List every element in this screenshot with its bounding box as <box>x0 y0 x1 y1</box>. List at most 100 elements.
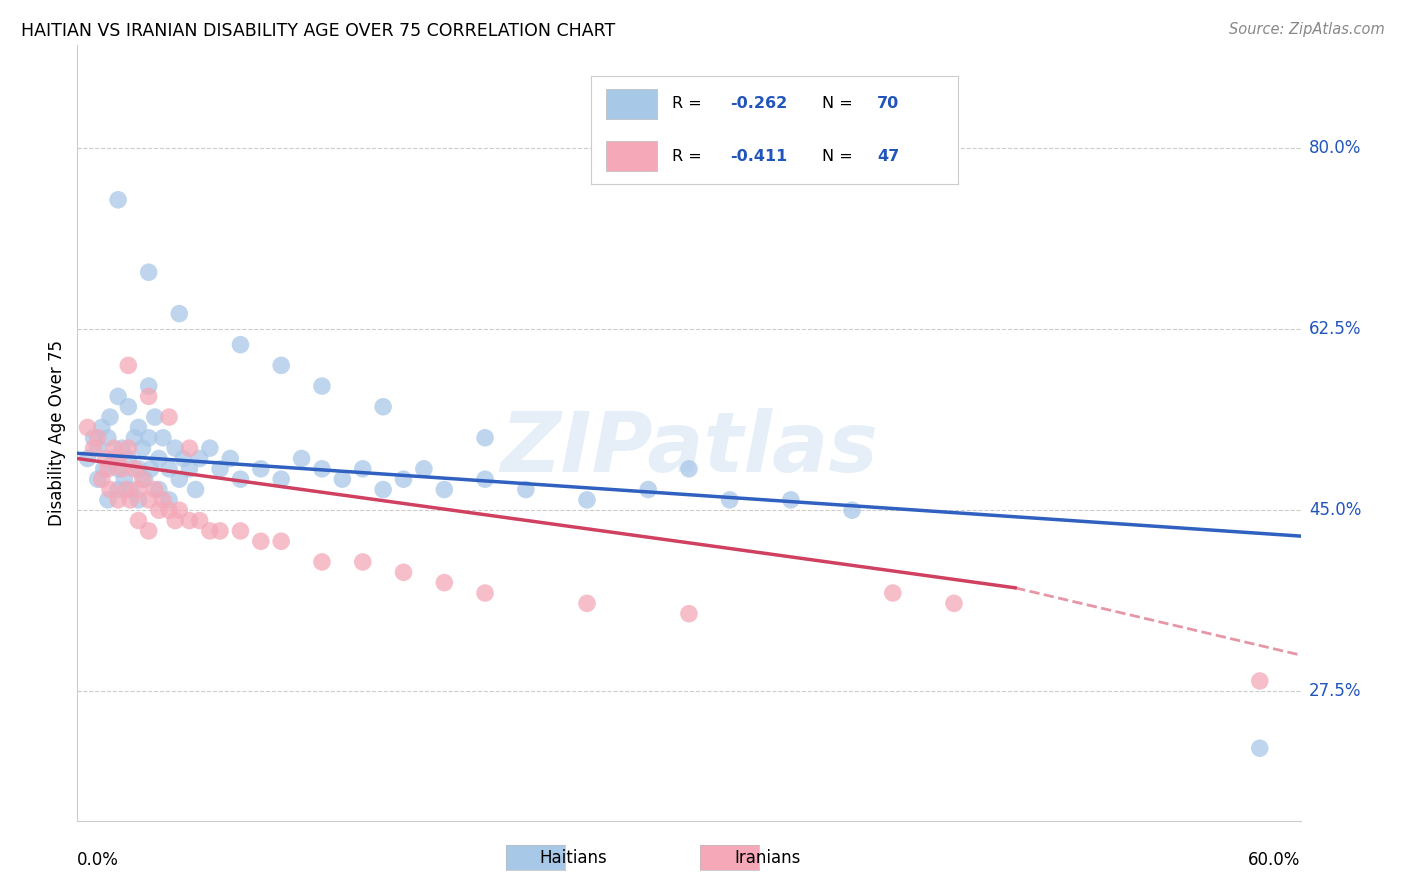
Point <box>93 462 115 476</box>
Point <box>208 462 231 476</box>
Point <box>138 379 160 393</box>
Point <box>117 359 139 373</box>
Point <box>120 483 142 497</box>
Point <box>117 451 139 466</box>
Point <box>90 420 112 434</box>
Point <box>143 410 166 425</box>
Text: Source: ZipAtlas.com: Source: ZipAtlas.com <box>1229 22 1385 37</box>
Text: 45.0%: 45.0% <box>1309 501 1361 519</box>
Point <box>392 566 415 580</box>
Point <box>148 483 170 497</box>
Point <box>111 462 134 476</box>
Point <box>94 451 117 466</box>
Point <box>148 503 170 517</box>
Point <box>120 492 142 507</box>
Point <box>371 400 394 414</box>
Point <box>515 483 537 497</box>
Point <box>152 431 174 445</box>
Point <box>103 451 125 466</box>
Point <box>117 441 139 455</box>
Point <box>678 462 700 476</box>
Point <box>97 462 120 476</box>
Point <box>188 451 211 466</box>
Point <box>169 307 191 321</box>
Point <box>124 462 146 476</box>
Point <box>138 431 160 445</box>
Point <box>107 451 129 466</box>
Point <box>165 441 187 455</box>
Point <box>138 265 160 279</box>
Point <box>148 451 170 466</box>
Point <box>637 483 659 497</box>
Point <box>942 596 965 610</box>
Point <box>332 472 354 486</box>
Point <box>98 483 121 497</box>
Point <box>179 462 201 476</box>
Point <box>198 441 221 455</box>
Point <box>250 462 273 476</box>
Point <box>179 514 201 528</box>
Point <box>127 420 149 434</box>
Point <box>433 575 456 590</box>
Point <box>107 193 129 207</box>
Point <box>311 462 333 476</box>
Point <box>219 451 242 466</box>
Point <box>413 462 436 476</box>
Point <box>718 492 741 507</box>
Point <box>107 389 129 403</box>
Point <box>117 400 139 414</box>
Point <box>576 492 599 507</box>
Point <box>107 462 129 476</box>
Point <box>87 441 110 455</box>
Point <box>179 441 201 455</box>
Point <box>115 483 138 497</box>
Point <box>229 472 252 486</box>
Point <box>311 555 333 569</box>
Point <box>143 483 166 497</box>
Point <box>97 431 120 445</box>
Text: 27.5%: 27.5% <box>1309 682 1361 700</box>
Point <box>157 462 180 476</box>
Point <box>107 483 129 497</box>
Text: Haitians: Haitians <box>540 849 607 867</box>
Point <box>290 451 312 466</box>
Point <box>152 492 174 507</box>
Point <box>112 472 135 486</box>
Text: Iranians: Iranians <box>734 849 801 867</box>
Text: 62.5%: 62.5% <box>1309 320 1361 338</box>
Point <box>392 472 415 486</box>
Point <box>352 462 374 476</box>
Point <box>165 514 187 528</box>
Point <box>134 472 156 486</box>
Point <box>208 524 231 538</box>
Point <box>83 431 105 445</box>
Point <box>127 492 149 507</box>
Point <box>127 514 149 528</box>
Text: 0.0%: 0.0% <box>77 851 120 869</box>
Point <box>90 472 112 486</box>
Text: 80.0%: 80.0% <box>1309 139 1361 157</box>
Point <box>98 410 121 425</box>
Point <box>229 337 252 351</box>
Point <box>352 555 374 569</box>
Point <box>841 503 863 517</box>
Point <box>678 607 700 621</box>
Point <box>188 514 211 528</box>
Point <box>1249 741 1271 756</box>
Point <box>172 451 194 466</box>
Point <box>184 483 207 497</box>
Point <box>157 410 180 425</box>
Text: 60.0%: 60.0% <box>1249 851 1301 869</box>
Point <box>371 483 394 497</box>
Point <box>250 534 273 549</box>
Point <box>779 492 801 507</box>
Point <box>474 431 496 445</box>
Point <box>124 431 146 445</box>
Point <box>474 472 496 486</box>
Point <box>127 462 149 476</box>
Point <box>76 420 98 434</box>
Point <box>138 524 160 538</box>
Point <box>76 451 98 466</box>
Point <box>131 441 153 455</box>
Point <box>83 441 105 455</box>
